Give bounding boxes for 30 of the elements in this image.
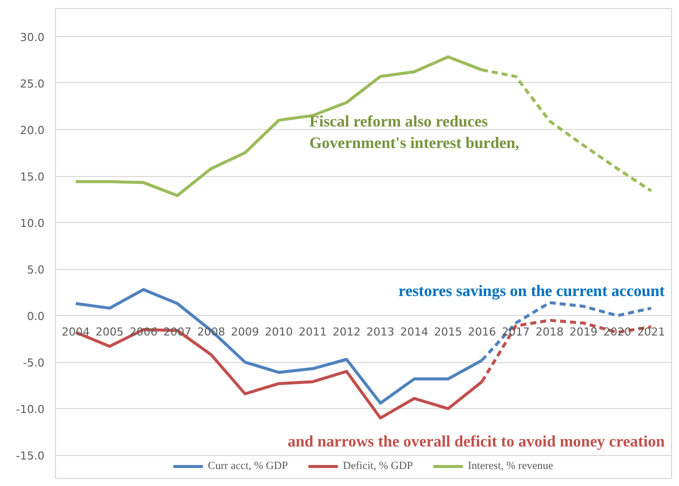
x-tick-label: 2018 bbox=[536, 326, 564, 339]
x-tick-label: 2013 bbox=[366, 326, 394, 339]
x-tick-label: 2009 bbox=[231, 326, 260, 339]
y-tick-label: -15.0 bbox=[16, 450, 45, 463]
y-tick-label: 30.0 bbox=[20, 30, 45, 44]
x-tick-label: 2005 bbox=[96, 326, 124, 339]
y-tick-label: -10.0 bbox=[16, 403, 45, 416]
x-tick-label: 2016 bbox=[468, 326, 496, 339]
x-tick-label: 2012 bbox=[332, 326, 361, 339]
x-tick-label: 2014 bbox=[400, 326, 428, 339]
y-tick-label: 15.0 bbox=[20, 170, 45, 184]
annotation: restores savings on the current account bbox=[398, 282, 666, 300]
y-tick-label: 20.0 bbox=[20, 124, 45, 137]
legend-label: Curr acct, % GDP bbox=[208, 460, 288, 472]
y-tick-label: 0.0 bbox=[27, 310, 45, 324]
y-tick-label: -5.0 bbox=[23, 356, 45, 370]
y-tick-label: 10.0 bbox=[20, 217, 45, 230]
x-tick-label: 2017 bbox=[502, 326, 530, 339]
y-tick-label: 25.0 bbox=[20, 77, 45, 90]
annotation: and narrows the overall deficit to avoid money creation bbox=[288, 434, 665, 451]
x-tick-label: 2011 bbox=[298, 326, 327, 339]
x-tick-label: 2004 bbox=[62, 326, 90, 339]
legend-label: Interest, % revenue bbox=[468, 460, 554, 472]
x-tick-label: 2019 bbox=[570, 326, 598, 339]
x-tick-label: 2010 bbox=[264, 326, 293, 339]
y-tick-label: 5.0 bbox=[27, 264, 45, 277]
x-tick-label: 2021 bbox=[637, 326, 666, 339]
x-tick-label: 2015 bbox=[434, 326, 462, 339]
annotation: Fiscal reform also reduces Government's interest burden, bbox=[309, 114, 520, 152]
legend-label: Deficit, % GDP bbox=[342, 460, 413, 472]
